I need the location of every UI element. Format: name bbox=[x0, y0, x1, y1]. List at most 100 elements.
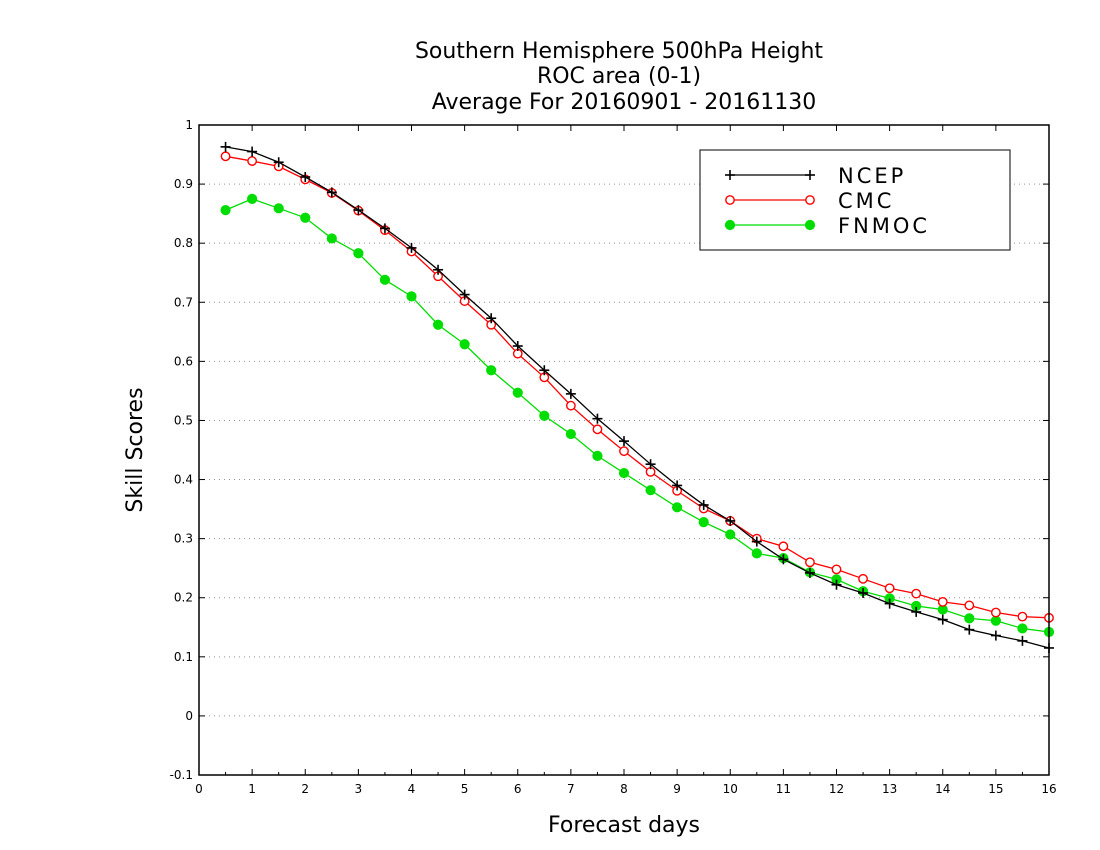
y-tick-label: 0 bbox=[185, 709, 193, 723]
data-point-fnmoc bbox=[326, 233, 337, 244]
x-tick-label: 14 bbox=[935, 782, 950, 796]
data-point-ncep bbox=[326, 187, 337, 198]
data-point-fnmoc bbox=[379, 274, 391, 285]
x-tick-label: 5 bbox=[461, 782, 469, 796]
data-point-ncep bbox=[512, 341, 523, 351]
axis-ticks: -0.100.10.20.30.40.50.60.70.80.910 1 2 3 4 5 6… bbox=[170, 118, 1057, 796]
x-tick-label: 12 bbox=[829, 782, 844, 796]
y-tick-label: 0.6 bbox=[174, 354, 193, 368]
y-tick-label: -0.1 bbox=[170, 768, 193, 782]
data-point-ncep bbox=[698, 499, 709, 510]
data-point-ncep bbox=[778, 554, 789, 565]
y-tick-label: 0.1 bbox=[174, 650, 193, 664]
legend-entry-ncep: NCEP bbox=[725, 164, 906, 188]
y-tick-label: 0.5 bbox=[174, 413, 193, 427]
data-point-ncep bbox=[831, 579, 842, 590]
data-point-ncep bbox=[539, 365, 550, 376]
data-point-ncep bbox=[725, 515, 736, 526]
x-tick-label: 10 bbox=[723, 782, 738, 796]
chart-title-line-2: ROC area (0-1) bbox=[537, 64, 701, 89]
data-point-cmc bbox=[990, 607, 1001, 618]
data-point-cmc bbox=[1017, 611, 1028, 622]
data-point-ncep bbox=[619, 436, 629, 447]
data-point-ncep bbox=[911, 606, 922, 617]
x-tick-label: 16 bbox=[1041, 782, 1056, 796]
data-point-cmc bbox=[964, 600, 975, 611]
data-point-ncep bbox=[433, 264, 444, 275]
chart-title-line-1: Southern Hemisphere 500hPa Height bbox=[415, 39, 823, 64]
data-point-fnmoc bbox=[964, 613, 975, 624]
data-point-cmc bbox=[592, 424, 603, 435]
data-point-ncep bbox=[300, 172, 311, 182]
x-tick-label: 15 bbox=[988, 782, 1003, 796]
data-point-ncep bbox=[751, 536, 762, 547]
x-tick-label: 13 bbox=[882, 782, 897, 796]
data-point-ncep bbox=[486, 313, 497, 324]
data-point-fnmoc bbox=[432, 319, 444, 330]
data-point-ncep bbox=[858, 588, 869, 598]
data-point-ncep bbox=[406, 242, 417, 253]
data-point-ncep bbox=[220, 141, 231, 152]
plot-frame bbox=[198, 124, 1050, 776]
data-point-ncep bbox=[592, 413, 603, 424]
y-tick-label: 0.2 bbox=[174, 591, 193, 605]
data-point-ncep bbox=[804, 567, 815, 578]
data-point-fnmoc bbox=[486, 365, 497, 376]
legend-marker-ncep bbox=[805, 170, 815, 180]
data-point-cmc bbox=[778, 541, 789, 552]
legend-label-cmc: CMC bbox=[838, 189, 894, 213]
grid-lines bbox=[199, 183, 1049, 717]
data-point-fnmoc bbox=[672, 502, 683, 513]
series-fnmoc bbox=[220, 193, 1055, 638]
y-tick-label: 0.9 bbox=[174, 177, 193, 191]
data-point-fnmoc bbox=[273, 203, 284, 214]
y-tick-label: 1 bbox=[185, 118, 193, 132]
data-point-fnmoc bbox=[459, 339, 470, 350]
series-line-ncep bbox=[225, 146, 1050, 649]
data-point-ncep bbox=[353, 205, 364, 216]
data-point-ncep bbox=[1017, 635, 1028, 646]
series-ncep bbox=[220, 141, 1054, 653]
y-axis-label: Skill Scores bbox=[123, 387, 148, 512]
legend-marker-ncep bbox=[725, 170, 735, 180]
legend-marker-fnmoc bbox=[724, 219, 736, 231]
legend-label-ncep: NCEP bbox=[838, 164, 906, 188]
x-tick-label: 2 bbox=[301, 782, 309, 796]
data-point-cmc bbox=[884, 583, 895, 594]
data-point-cmc bbox=[565, 400, 576, 411]
data-point-ncep bbox=[565, 388, 576, 399]
data-point-fnmoc bbox=[539, 410, 550, 421]
data-point-ncep bbox=[459, 289, 470, 300]
y-tick-label: 0.8 bbox=[174, 236, 193, 250]
x-tick-label: 8 bbox=[620, 782, 628, 796]
data-point-fnmoc bbox=[751, 548, 762, 559]
data-point-cmc bbox=[911, 588, 922, 599]
data-point-cmc bbox=[937, 596, 948, 607]
legend-marker-cmc bbox=[725, 195, 735, 205]
x-tick-label: 6 bbox=[514, 782, 522, 796]
chart-title-line-3: Average For 20160901 - 20161130 bbox=[432, 90, 817, 115]
data-point-ncep bbox=[247, 146, 258, 157]
x-tick-label: 4 bbox=[408, 782, 416, 796]
data-point-cmc bbox=[247, 156, 258, 166]
data-point-fnmoc bbox=[247, 193, 258, 204]
data-point-fnmoc bbox=[725, 529, 736, 540]
y-tick-label: 0.3 bbox=[174, 532, 193, 546]
x-axis-label: Forecast days bbox=[548, 813, 700, 838]
data-point-fnmoc bbox=[353, 248, 364, 259]
y-tick-label: 0.4 bbox=[174, 473, 193, 487]
data-point-ncep bbox=[645, 459, 656, 470]
data-point-ncep bbox=[937, 614, 948, 625]
y-tick-label: 0.7 bbox=[174, 295, 193, 309]
data-point-cmc bbox=[831, 564, 842, 575]
data-series bbox=[220, 141, 1055, 653]
data-point-fnmoc bbox=[698, 516, 709, 528]
data-point-ncep bbox=[379, 223, 390, 234]
legend-entry-fnmoc: FNMOC bbox=[724, 214, 927, 238]
data-point-cmc bbox=[619, 446, 629, 457]
data-point-cmc bbox=[220, 151, 231, 162]
data-point-ncep bbox=[990, 630, 1001, 641]
data-point-fnmoc bbox=[406, 291, 417, 302]
